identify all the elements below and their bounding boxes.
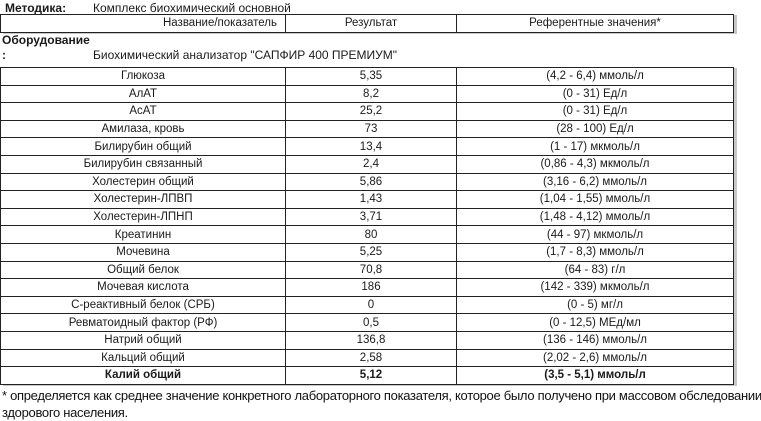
cell-result: 5,12 [285,366,457,385]
table-row: АлАТ 8,2 (0 - 31) Ед/л [0,84,734,104]
cell-result: 186 [285,278,457,297]
table-row: Ревматоидный фактор (РФ) 0,5 (0 - 12,5) МЕ… [0,313,734,332]
cell-name: С-реактивный белок (СРБ) [0,295,286,315]
method-value: Комплекс биохимический основной [93,1,291,15]
table-row: Натрий общий 136,8 (136 - 146) ммоль/л [0,330,734,350]
cell-name: Глюкоза [0,67,286,86]
results-table-header: Название/показатель Результат Референтны… [0,14,734,33]
table-row: Кальций общий 2,58 (2,02 - 2,6) ммоль/л [0,348,734,368]
cell-name: Билирубин связанный [0,154,286,174]
cell-result: 80 [285,225,457,244]
cell-name: Холестерин-ЛПНП [0,207,286,227]
header-reference-column: Референтные значения* [456,14,734,33]
cell-reference: (44 - 97) мкмоль/л [456,225,734,244]
cell-name: Общий белок [0,260,286,280]
table-row: Общий белок 70,8 (64 - 83) г/л [0,260,734,280]
cell-name: Мочевина [0,242,286,262]
cell-result: 136,8 [285,330,457,350]
table-row: Холестерин общий 5,86 (3,16 - 6,2) ммоль/л [0,172,734,192]
cell-reference: (1,04 - 1,55) ммоль/л [456,190,734,209]
table-row: С-реактивный белок (СРБ) 0 (0 - 5) мг/л [0,295,734,315]
cell-result: 73 [285,119,457,139]
cell-reference: (0 - 31) Ед/л [456,84,734,104]
cell-name: Билирубин общий [0,137,286,156]
cell-reference: (136 - 146) ммоль/л [456,330,734,350]
cell-result: 5,35 [285,67,457,86]
cell-name: Ревматоидный фактор (РФ) [0,313,286,332]
cell-name: АсАТ [0,102,286,121]
cell-name: Мочевая кислота [0,278,286,297]
cell-reference: (0 - 12,5) МЕд/мл [456,313,734,332]
equipment-value: Биохимический анализатор "САПФИР 400 ПРЕ… [93,48,398,62]
table-row: АсАТ 25,2 (0 - 31) Ед/л [0,102,734,121]
header-row: Название/показатель Результат Референтны… [0,14,734,33]
method-label: Методика: [5,1,67,15]
equipment-colon: : [2,48,6,62]
header-result-column: Результат [285,14,457,33]
cell-result: 25,2 [285,102,457,121]
cell-reference: (1,48 - 4,12) ммоль/л [456,207,734,227]
cell-reference: (28 - 100) Ед/л [456,119,734,139]
cell-result: 13,4 [285,137,457,156]
cell-name: Холестерин-ЛПВП [0,190,286,209]
cell-name: Калий общий [0,366,286,385]
table-row: Холестерин-ЛПВП 1,43 (1,04 - 1,55) ммоль/л [0,190,734,209]
equipment-label: Оборудование [2,33,90,47]
cell-name: Амилаза, кровь [0,119,286,139]
table-row: Креатинин 80 (44 - 97) мкмоль/л [0,225,734,244]
cell-reference: (3,5 - 5,1) ммоль/л [456,366,734,385]
cell-result: 0,5 [285,313,457,332]
footnote-line-2: здорового населения. [2,405,128,420]
cell-reference: (4,2 - 6,4) ммоль/л [456,67,734,86]
cell-reference: (1,7 - 8,3) ммоль/л [456,242,734,262]
cell-reference: (0,86 - 4,3) мкмоль/л [456,154,734,174]
table-row: Билирубин связанный 2,4 (0,86 - 4,3) мкмол… [0,154,734,174]
table-row: Билирубин общий 13,4 (1 - 17) мкмоль/л [0,137,734,156]
footnote-line-1: * определяется как среднее значение конк… [2,388,761,403]
table-row: Холестерин-ЛПНП 3,71 (1,48 - 4,12) ммоль/л [0,207,734,227]
table-row: Мочевина 5,25 (1,7 - 8,3) ммоль/л [0,242,734,262]
cell-name: Натрий общий [0,330,286,350]
cell-reference: (1 - 17) мкмоль/л [456,137,734,156]
cell-name: Креатинин [0,225,286,244]
cell-name: Кальций общий [0,348,286,368]
cell-reference: (0 - 5) мг/л [456,295,734,315]
cell-reference: (64 - 83) г/л [456,260,734,280]
cell-name: АлАТ [0,84,286,104]
table-row: Глюкоза 5,35 (4,2 - 6,4) ммоль/л [0,67,734,86]
cell-result: 2,58 [285,348,457,368]
cell-result: 3,71 [285,207,457,227]
results-table: Глюкоза 5,35 (4,2 - 6,4) ммоль/л АлАТ 8,2 (0 … [0,67,734,385]
cell-result: 5,25 [285,242,457,262]
cell-result: 1,43 [285,190,457,209]
table-row: Амилаза, кровь 73 (28 - 100) Ед/л [0,119,734,139]
cell-reference: (3,16 - 6,2) ммоль/л [456,172,734,192]
cell-result: 8,2 [285,84,457,104]
reference-footnote: * определяется как среднее значение конк… [2,387,761,421]
cell-result: 70,8 [285,260,457,280]
cell-reference: (2,02 - 2,6) ммоль/л [456,348,734,368]
header-name-column: Название/показатель [0,14,286,33]
cell-result: 2,4 [285,154,457,174]
cell-reference: (142 - 339) мкмоль/л [456,278,734,297]
cell-result: 5,86 [285,172,457,192]
table-row: Калий общий 5,12 (3,5 - 5,1) ммоль/л [0,366,734,385]
results-table-body: Глюкоза 5,35 (4,2 - 6,4) ммоль/л АлАТ 8,2 (0 … [0,67,734,385]
table-row: Мочевая кислота 186 (142 - 339) мкмоль/л [0,278,734,297]
cell-name: Холестерин общий [0,172,286,192]
cell-reference: (0 - 31) Ед/л [456,102,734,121]
cell-result: 0 [285,295,457,315]
